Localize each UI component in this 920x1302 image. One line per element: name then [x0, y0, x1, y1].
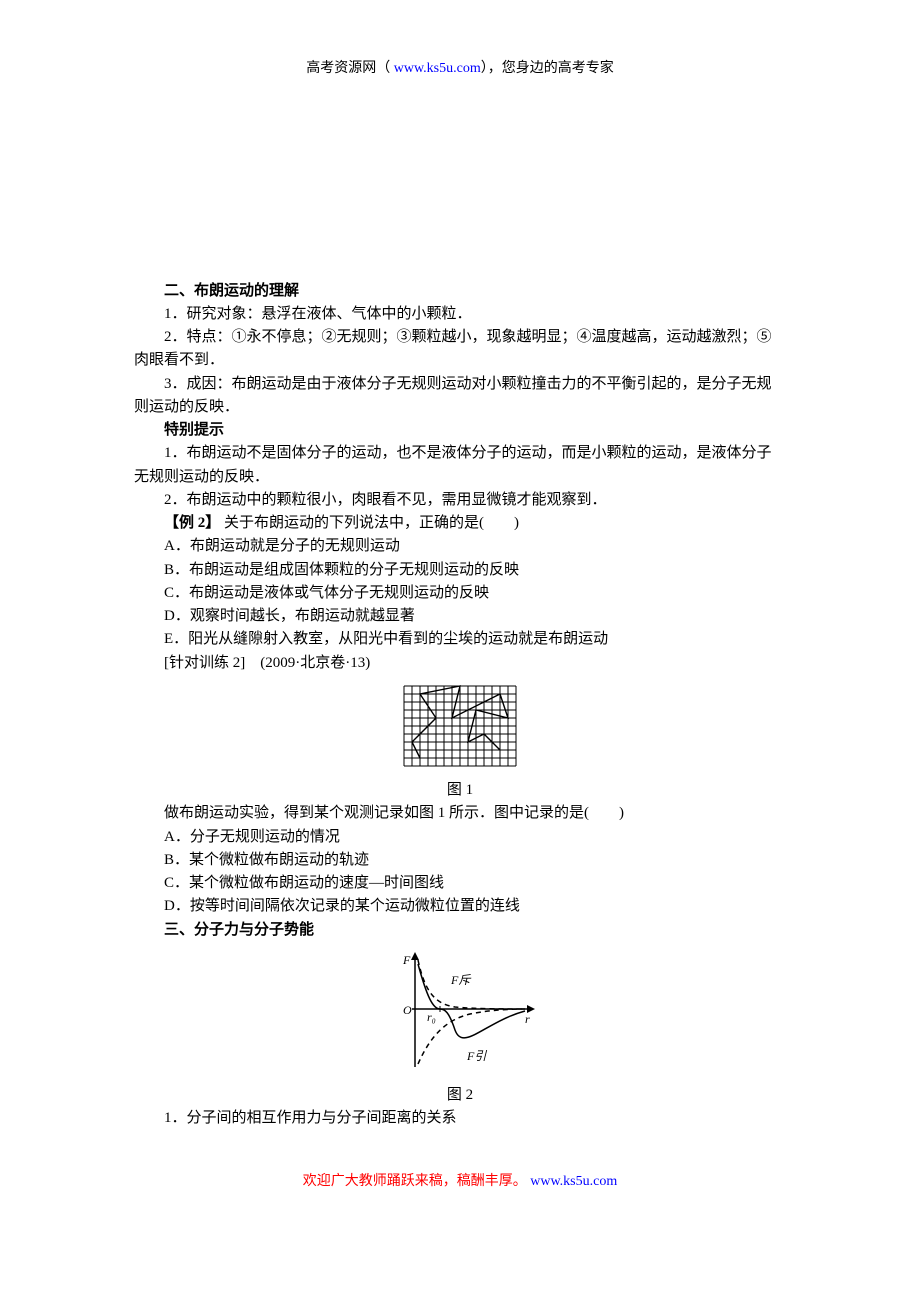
- svg-text:F引: F引: [466, 1049, 487, 1063]
- para-interaction-force: 1．分子间的相互作用力与分子间距离的关系: [134, 1107, 786, 1130]
- svg-text:r: r: [525, 1012, 530, 1026]
- figure-1-caption: 图 1: [134, 779, 786, 802]
- training-2-option-b: B．某个微粒做布朗运动的轨迹: [134, 849, 786, 872]
- training-2-label: [针对训练 2] (2009·北京卷·13): [134, 652, 786, 675]
- training-2-option-a: A．分子无规则运动的情况: [134, 826, 786, 849]
- document-body: 二、布朗运动的理解 1．研究对象：悬浮在液体、气体中的小颗粒． 2．特点：①永不…: [134, 280, 786, 1131]
- para-features-text: 2．特点：①永不停息；②无规则；③颗粒越小，现象越明显；④温度越高，运动越激烈；…: [134, 329, 772, 368]
- para-cause: 3．成因：布朗运动是由于液体分子无规则运动对小颗粒撞击力的不平衡引起的，是分子无…: [134, 373, 786, 420]
- svg-text:F斥: F斥: [450, 973, 471, 987]
- example-2-option-b: B．布朗运动是组成固体颗粒的分子无规则运动的反映: [134, 559, 786, 582]
- training-2-option-d: D．按等时间间隔依次记录的某个运动微粒位置的连线: [134, 895, 786, 918]
- page-header: 高考资源网（ www.ks5u.com），您身边的高考专家: [134, 58, 786, 80]
- example-2-stem: 【例 2】 关于布朗运动的下列说法中，正确的是( ): [134, 512, 786, 535]
- training-2-option-c: C．某个微粒做布朗运动的速度—时间图线: [134, 872, 786, 895]
- footer-pre: 欢迎广大教师踊跃来稿，稿酬丰厚。: [303, 1174, 531, 1189]
- para-research-object: 1．研究对象：悬浮在液体、气体中的小颗粒．: [134, 303, 786, 326]
- tip-label: 特别提示: [134, 419, 786, 442]
- figure-1-svg: [403, 685, 517, 767]
- figure-1: [134, 685, 786, 775]
- header-url: www.ks5u.com: [394, 61, 481, 76]
- training-2-stem: 做布朗运动实验，得到某个观测记录如图 1 所示．图中记录的是( ): [134, 802, 786, 825]
- tip-1: 1．布朗运动不是固体分子的运动，也不是液体分子的运动，而是小颗粒的运动，是液体分…: [134, 442, 786, 489]
- figure-2: Fr Or₀ F斥 F引: [134, 952, 786, 1080]
- tip-1-text: 1．布朗运动不是固体分子的运动，也不是液体分子的运动，而是小颗粒的运动，是液体分…: [134, 445, 772, 484]
- header-pre: 高考资源网（: [306, 61, 394, 76]
- example-2-option-e: E．阳光从缝隙射入教室，从阳光中看到的尘埃的运动就是布朗运动: [134, 628, 786, 651]
- svg-text:O: O: [403, 1003, 412, 1017]
- example-2-text: 关于布朗运动的下列说法中，正确的是( ): [220, 515, 519, 531]
- tip-2: 2．布朗运动中的颗粒很小，肉眼看不见，需用显微镜才能观察到．: [134, 489, 786, 512]
- svg-text:r₀: r₀: [427, 1010, 436, 1024]
- example-2-label: 【例 2】: [164, 515, 220, 531]
- section-2-title: 二、布朗运动的理解: [134, 280, 786, 303]
- page-footer: 欢迎广大教师踊跃来稿，稿酬丰厚。 www.ks5u.com: [134, 1171, 786, 1193]
- section-3-title: 三、分子力与分子势能: [134, 919, 786, 942]
- figure-2-caption: 图 2: [134, 1084, 786, 1107]
- footer-url: www.ks5u.com: [530, 1174, 617, 1189]
- example-2-option-a: A．布朗运动就是分子的无规则运动: [134, 535, 786, 558]
- para-cause-text: 3．成因：布朗运动是由于液体分子无规则运动对小颗粒撞击力的不平衡引起的，是分子无…: [134, 376, 772, 415]
- example-2-option-d: D．观察时间越长，布朗运动就越显著: [134, 605, 786, 628]
- figure-2-svg: Fr Or₀ F斥 F引: [385, 952, 535, 1072]
- example-2-option-c: C．布朗运动是液体或气体分子无规则运动的反映: [134, 582, 786, 605]
- header-post: ），您身边的高考专家: [481, 61, 614, 76]
- svg-text:F: F: [402, 953, 411, 967]
- para-features: 2．特点：①永不停息；②无规则；③颗粒越小，现象越明显；④温度越高，运动越激烈；…: [134, 326, 786, 373]
